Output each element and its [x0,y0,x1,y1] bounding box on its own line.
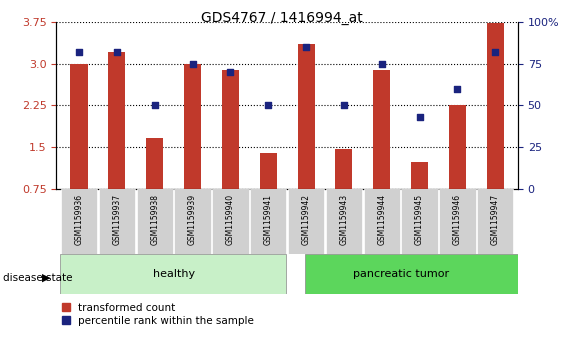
Bar [70,64,87,231]
FancyBboxPatch shape [326,189,362,254]
FancyBboxPatch shape [136,189,173,254]
Bar [449,105,466,231]
Bar [146,138,163,231]
Bar [336,149,352,231]
Legend: transformed count, percentile rank within the sample: transformed count, percentile rank withi… [61,303,254,326]
Text: GSM1159943: GSM1159943 [339,194,348,245]
Point [150,102,159,108]
Point [226,69,235,75]
Bar [487,24,504,231]
Text: pancreatic tumor: pancreatic tumor [352,269,449,279]
Text: GSM1159940: GSM1159940 [226,194,235,245]
Text: GSM1159938: GSM1159938 [150,194,159,245]
FancyBboxPatch shape [99,189,135,254]
Bar [184,64,201,231]
Text: GSM1159944: GSM1159944 [377,194,386,245]
FancyBboxPatch shape [288,189,324,254]
FancyBboxPatch shape [61,189,97,254]
Text: GSM1159947: GSM1159947 [491,194,500,245]
FancyBboxPatch shape [364,189,400,254]
Point [74,49,83,55]
FancyBboxPatch shape [439,189,476,254]
FancyBboxPatch shape [305,254,533,294]
Text: GSM1159941: GSM1159941 [263,194,272,245]
Point [339,102,348,108]
FancyBboxPatch shape [60,254,285,294]
Point [302,44,311,50]
Text: ▶: ▶ [42,273,51,283]
Text: GSM1159942: GSM1159942 [302,194,311,245]
Bar [297,44,315,231]
Point [415,114,424,120]
Point [263,102,272,108]
Text: GDS4767 / 1416994_at: GDS4767 / 1416994_at [200,11,363,25]
Text: disease state: disease state [3,273,72,283]
Text: GSM1159937: GSM1159937 [113,194,122,245]
Text: GSM1159939: GSM1159939 [188,194,197,245]
FancyBboxPatch shape [401,189,438,254]
FancyBboxPatch shape [477,189,513,254]
Text: GSM1159945: GSM1159945 [415,194,424,245]
Text: GSM1159946: GSM1159946 [453,194,462,245]
FancyBboxPatch shape [175,189,211,254]
Point [453,86,462,91]
Text: GSM1159936: GSM1159936 [74,194,83,245]
Bar [373,70,390,231]
Bar [411,162,428,231]
Text: healthy: healthy [153,269,195,279]
FancyBboxPatch shape [250,189,287,254]
Bar [108,52,126,231]
Bar [260,152,277,231]
Point [113,49,122,55]
Point [188,61,197,66]
Point [377,61,386,66]
FancyBboxPatch shape [212,189,248,254]
Bar [222,70,239,231]
Point [491,49,500,55]
